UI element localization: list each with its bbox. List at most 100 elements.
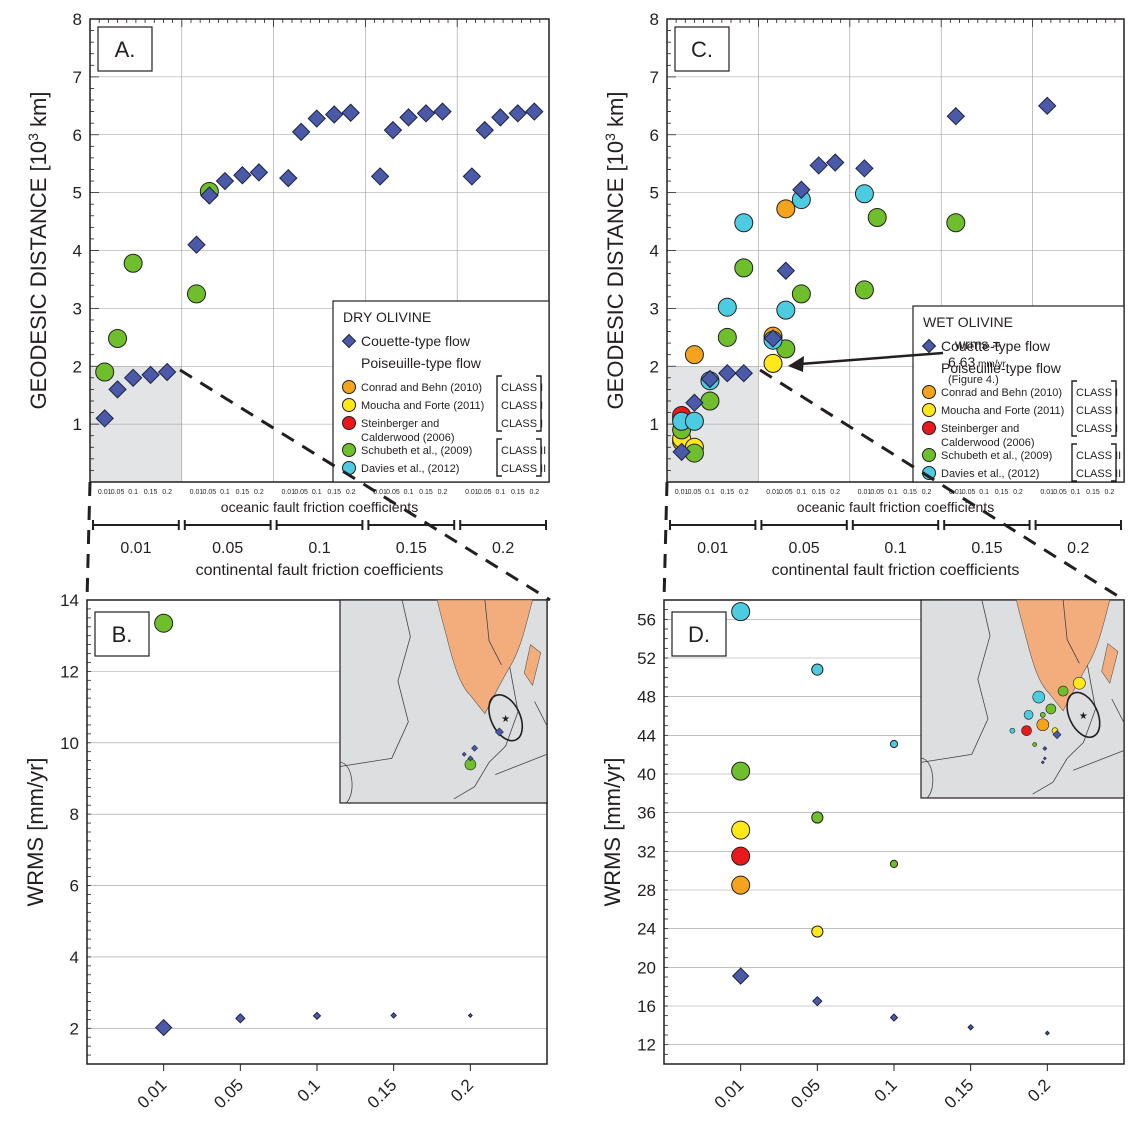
oceanic-tick-label: 0.15 bbox=[236, 489, 250, 496]
legend-icon-conrad bbox=[922, 385, 936, 399]
y-tick-label: 44 bbox=[637, 726, 656, 745]
continental-axis-label: continental fault friction coefficients bbox=[196, 562, 444, 579]
y-tick-label: 32 bbox=[637, 842, 656, 861]
map-error-ellipse bbox=[488, 694, 524, 742]
annotation-arrow bbox=[799, 351, 944, 366]
marker-couette bbox=[341, 103, 360, 122]
oceanic-tick-label: 0.1 bbox=[888, 489, 898, 496]
map-star: ★ bbox=[1079, 711, 1088, 722]
legend-label: Davies et al., (2012) bbox=[361, 463, 459, 475]
marker-couette bbox=[718, 363, 737, 383]
marker-couette bbox=[233, 166, 252, 185]
map-marker-davies bbox=[1023, 710, 1034, 720]
oceanic-tick-label: 0.05 bbox=[203, 489, 217, 496]
oceanic-tick-label: 0.15 bbox=[144, 489, 158, 496]
marker-couette bbox=[291, 122, 311, 142]
y-tick-label: 6 bbox=[73, 126, 82, 145]
legend-class-label: CLASS I bbox=[1076, 387, 1118, 399]
oceanic-tick-label: 0.2 bbox=[438, 489, 448, 496]
y-axis-label: GEODESIC DISTANCE [103 km] bbox=[25, 92, 51, 410]
legend-class-label: CLASS II bbox=[501, 463, 546, 475]
legend-poiseuille-label: Poiseuille-type flow bbox=[361, 355, 482, 371]
y-tick-label: 1 bbox=[73, 415, 82, 434]
legend-icon-moucha bbox=[922, 403, 936, 417]
y-tick-label: 8 bbox=[73, 10, 82, 29]
oceanic-tick-label: 0.2 bbox=[346, 489, 356, 496]
marker-davies bbox=[734, 213, 754, 233]
marker-couette bbox=[809, 156, 828, 175]
continental-group-label: 0.2 bbox=[492, 540, 514, 557]
x-tick-label: 0.15 bbox=[941, 1075, 978, 1112]
map-marker-conrad bbox=[1036, 718, 1050, 732]
legend-label: Schubeth et al., (2009) bbox=[361, 445, 472, 457]
marker-couette bbox=[416, 104, 436, 123]
panel-label-box bbox=[97, 26, 153, 72]
oceanic-axis-label: oceanic fault friction coefficients bbox=[797, 499, 994, 515]
marker-davies bbox=[684, 411, 704, 431]
marker-couette bbox=[157, 362, 177, 382]
map-marker-moucha bbox=[1073, 676, 1086, 690]
y-tick-label: 2 bbox=[73, 357, 82, 376]
y-tick-label: 36 bbox=[637, 804, 656, 823]
marker-couette bbox=[95, 409, 114, 428]
y-tick-label: 3 bbox=[73, 299, 82, 318]
legend-class-label: CLASS II bbox=[501, 445, 546, 457]
continental-group-label: 0.05 bbox=[789, 540, 820, 557]
y-tick-label: 12 bbox=[637, 1036, 656, 1055]
marker-schubeth bbox=[946, 213, 966, 233]
marker-schubeth bbox=[889, 859, 899, 869]
y-tick-label: 2 bbox=[650, 357, 659, 376]
marker-davies bbox=[776, 300, 796, 320]
annotation-text: wrms = bbox=[954, 336, 1001, 352]
oceanic-tick-label: 0.1 bbox=[128, 489, 138, 496]
map-marker-couette bbox=[1042, 746, 1048, 751]
oceanic-tick-label: 0.1 bbox=[495, 489, 505, 496]
map-marker-couette bbox=[494, 727, 504, 737]
x-tick-label: 0.15 bbox=[364, 1075, 401, 1112]
panel-label: A. bbox=[115, 37, 136, 62]
oceanic-tick-label: 0.2 bbox=[254, 489, 264, 496]
legend-couette-icon bbox=[341, 333, 357, 349]
marker-couette bbox=[433, 102, 452, 121]
marker-schubeth bbox=[700, 391, 720, 411]
marker-davies bbox=[889, 739, 899, 749]
map-marker-steinberger bbox=[1021, 725, 1032, 736]
inset-map-d: ★ bbox=[920, 599, 1125, 799]
oceanic-tick-label: 0.15 bbox=[1086, 489, 1100, 496]
oceanic-tick-label: 0.15 bbox=[812, 489, 826, 496]
x-tick-label: 0.1 bbox=[871, 1075, 901, 1105]
map-coast bbox=[920, 758, 934, 799]
zoom-connector bbox=[662, 481, 669, 601]
annotation-ref: (Figure 4.) bbox=[948, 374, 999, 386]
marker-schubeth bbox=[108, 328, 128, 348]
y-tick-label: 40 bbox=[637, 765, 656, 784]
y-tick-label: 3 bbox=[650, 299, 659, 318]
continental-group-label: 0.1 bbox=[308, 540, 330, 557]
x-tick-label: 0.05 bbox=[787, 1075, 824, 1112]
map-marker-schubeth bbox=[1032, 742, 1037, 747]
y-tick-label: 2 bbox=[70, 1019, 79, 1038]
legend-class-label: CLASS I bbox=[501, 382, 543, 394]
marker-conrad bbox=[684, 345, 704, 365]
y-tick-label: 8 bbox=[650, 10, 659, 29]
y-tick-label: 56 bbox=[637, 610, 656, 629]
y-tick-label: 6 bbox=[70, 877, 79, 896]
marker-couette bbox=[889, 1013, 899, 1022]
map-marker-couette bbox=[1052, 730, 1062, 740]
oceanic-tick-label: 0.01 bbox=[190, 489, 204, 496]
marker-davies bbox=[731, 602, 751, 622]
marker-schubeth bbox=[95, 362, 115, 382]
legend-icon-schubeth bbox=[922, 448, 936, 462]
x-tick-label: 0.05 bbox=[210, 1075, 247, 1112]
x-tick-label: 0.01 bbox=[711, 1075, 748, 1112]
continental-group-label: 0.05 bbox=[212, 540, 243, 557]
continental-group-label: 0.15 bbox=[971, 540, 1002, 557]
legend-icon-steinberger bbox=[922, 421, 936, 435]
y-tick-label: 24 bbox=[637, 920, 656, 939]
map-marker-schubeth bbox=[1040, 712, 1046, 718]
x-tick-label: 0.1 bbox=[294, 1075, 324, 1105]
oceanic-tick-label: 0.2 bbox=[830, 489, 840, 496]
legend-couette-label: Couette-type flow bbox=[941, 338, 1051, 354]
marker-couette bbox=[312, 1011, 322, 1021]
continental-group-label: 0.01 bbox=[697, 540, 728, 557]
